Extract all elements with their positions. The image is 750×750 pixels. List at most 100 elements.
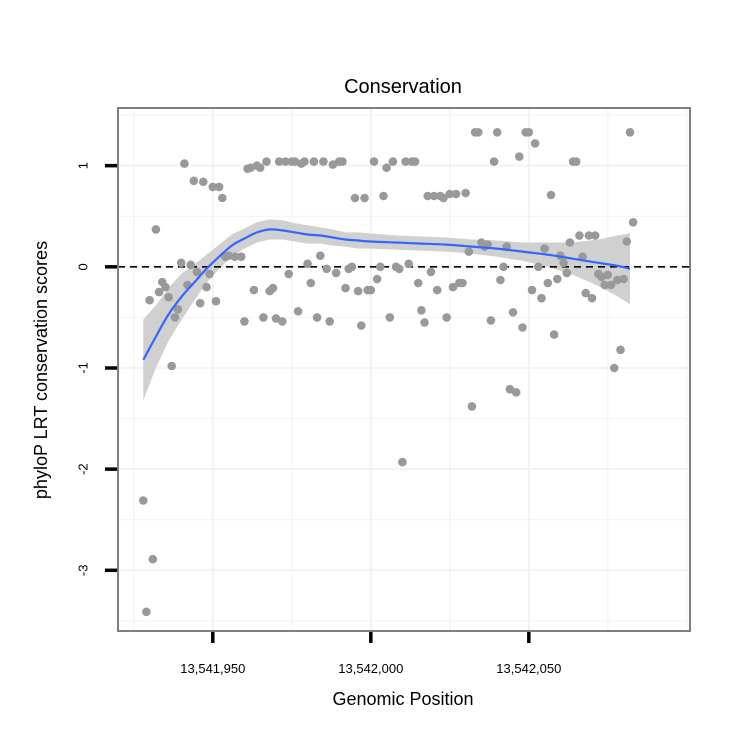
data-point xyxy=(622,237,632,246)
data-point xyxy=(142,607,151,617)
data-point xyxy=(537,293,546,303)
data-point xyxy=(205,269,214,279)
data-point xyxy=(167,361,176,371)
x-tick-label: 13,542,000 xyxy=(338,661,403,676)
data-point xyxy=(461,188,470,198)
y-tick-label: -1 xyxy=(75,362,90,374)
data-point xyxy=(350,193,360,203)
data-point xyxy=(451,189,461,199)
data-point xyxy=(511,388,521,397)
data-point xyxy=(211,296,221,306)
data-point xyxy=(549,330,559,339)
data-point xyxy=(474,128,483,137)
data-point xyxy=(534,262,543,272)
data-point xyxy=(262,157,271,166)
data-point xyxy=(195,298,205,308)
y-axis-label: phyloP LRT conservation scores xyxy=(31,241,51,499)
data-point xyxy=(401,157,410,166)
data-point xyxy=(489,157,499,166)
data-point xyxy=(543,278,553,288)
data-point xyxy=(322,264,331,274)
data-points xyxy=(139,128,638,617)
data-point xyxy=(559,258,568,268)
data-point xyxy=(518,323,527,332)
data-point xyxy=(154,287,164,297)
data-point xyxy=(530,139,540,148)
data-point xyxy=(448,282,458,292)
data-point xyxy=(164,292,173,302)
data-point xyxy=(432,285,442,295)
y-tick-label: 0 xyxy=(75,263,90,270)
data-point xyxy=(230,252,240,261)
data-point xyxy=(192,267,202,277)
data-point xyxy=(189,176,199,186)
x-axis: 13,541,950 13,542,000 13,542,050 xyxy=(180,632,561,676)
data-point xyxy=(613,275,622,285)
y-tick-label: -2 xyxy=(75,463,90,475)
data-point xyxy=(575,231,584,240)
data-point xyxy=(312,313,322,322)
data-point xyxy=(587,293,597,303)
data-point xyxy=(603,270,613,280)
data-point xyxy=(341,283,350,293)
data-point xyxy=(284,269,294,279)
data-point xyxy=(492,128,502,137)
data-point xyxy=(202,282,211,292)
data-point xyxy=(300,157,309,166)
data-point xyxy=(176,258,186,268)
data-point xyxy=(360,193,369,203)
data-point xyxy=(546,190,556,200)
data-point xyxy=(214,182,224,192)
data-point xyxy=(218,193,227,203)
data-point xyxy=(464,247,474,256)
data-point xyxy=(236,252,246,261)
data-point xyxy=(274,157,284,166)
smooth-line xyxy=(142,228,631,361)
data-point xyxy=(186,260,195,270)
data-point xyxy=(625,128,635,137)
y-tick-label: -3 xyxy=(75,565,90,577)
data-point xyxy=(499,262,508,272)
data-point xyxy=(255,163,265,172)
data-point xyxy=(347,262,357,272)
data-point xyxy=(303,259,312,269)
data-point xyxy=(382,163,391,172)
data-point xyxy=(524,128,534,137)
data-point xyxy=(366,285,376,295)
data-point xyxy=(439,193,448,203)
data-point xyxy=(325,317,335,326)
data-point xyxy=(417,306,426,315)
data-point xyxy=(467,402,477,411)
data-point xyxy=(180,159,189,168)
data-point xyxy=(379,191,388,201)
data-point xyxy=(268,283,278,293)
data-point xyxy=(486,316,496,325)
data-point xyxy=(293,307,303,316)
data-point xyxy=(306,278,316,288)
data-point xyxy=(553,274,562,284)
data-point xyxy=(240,317,249,326)
data-point xyxy=(249,285,259,295)
data-point xyxy=(281,157,290,166)
data-point xyxy=(628,218,638,227)
data-point xyxy=(376,262,385,272)
plot-panel xyxy=(117,107,691,632)
data-point xyxy=(515,152,524,161)
data-point xyxy=(508,308,518,317)
data-point xyxy=(426,267,436,277)
data-point xyxy=(259,313,268,322)
data-point xyxy=(372,274,382,284)
data-point xyxy=(309,157,319,166)
data-point xyxy=(151,225,161,234)
data-point xyxy=(316,251,325,260)
data-point xyxy=(410,157,420,166)
data-point xyxy=(208,182,218,192)
data-point xyxy=(173,305,183,314)
data-point xyxy=(619,274,628,284)
data-point xyxy=(590,231,600,240)
data-point xyxy=(353,286,363,296)
data-point xyxy=(445,189,455,199)
data-point xyxy=(616,345,625,355)
data-point xyxy=(562,268,572,278)
